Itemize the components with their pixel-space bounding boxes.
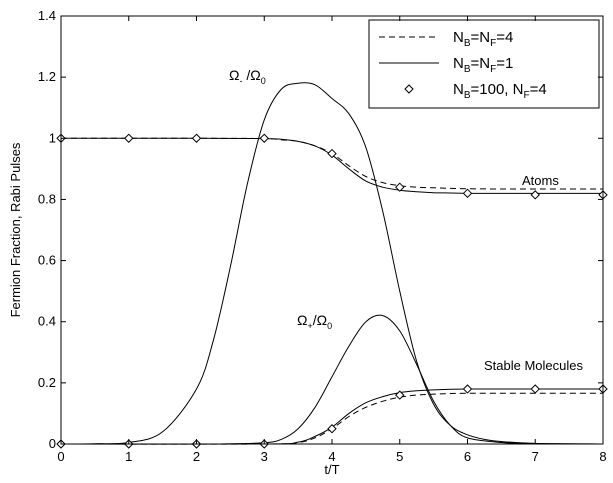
x-axis-label: t/T bbox=[324, 462, 339, 477]
omega-minus-label-part: 0 bbox=[261, 76, 266, 86]
series-0-line bbox=[60, 82, 604, 445]
y-tick-label: 0.8 bbox=[38, 191, 56, 206]
legend-entry-part: B bbox=[464, 38, 471, 49]
legend-entry-part: =100, N bbox=[471, 81, 524, 98]
x-tick-label: 7 bbox=[532, 449, 539, 464]
omega-plus-label-part: 0 bbox=[327, 321, 332, 331]
series-5-line bbox=[60, 388, 603, 445]
legend-entry-part: N bbox=[453, 29, 464, 46]
omega-minus-label-part: - bbox=[239, 76, 242, 86]
series-6-marker bbox=[462, 188, 473, 199]
legend-entry-part: =1 bbox=[496, 55, 513, 72]
omega-plus-label: Ω+/Ω0 bbox=[297, 312, 332, 331]
legend-entry-part: F bbox=[523, 90, 529, 101]
x-tick-label: 4 bbox=[328, 449, 335, 464]
legend-entry: NB=NF=1 bbox=[453, 55, 513, 75]
legend-entry-part: B bbox=[464, 90, 471, 101]
x-tick-label: 0 bbox=[57, 449, 64, 464]
y-axis-label: Fermion Fraction, Rabi Pulses bbox=[8, 142, 23, 317]
series-layer bbox=[56, 82, 608, 449]
legend-entry-part: N bbox=[453, 55, 464, 72]
series-6-marker bbox=[530, 190, 540, 200]
x-tick-label: 1 bbox=[125, 449, 132, 464]
y-tick-label: 0.4 bbox=[38, 314, 56, 329]
y-tick-label: 0.6 bbox=[38, 253, 56, 268]
legend-frame bbox=[368, 19, 600, 109]
legend-entry-part: =N bbox=[471, 55, 491, 72]
atoms-label: Atoms bbox=[522, 173, 559, 188]
axes: 0 1 2 3 4 5 6 7 8 0 0.2 0.4 0.6 0.8 1 1.2 1.4 t/T Fermion … bbox=[8, 8, 607, 477]
omega-plus-label-part: Ω bbox=[297, 312, 307, 328]
series-7-marker bbox=[327, 424, 337, 434]
stable-molecules-label: Stable Molecules bbox=[484, 358, 583, 373]
y-tick-label: 0.2 bbox=[38, 375, 56, 390]
x-tick-label: 5 bbox=[396, 449, 403, 464]
legend-entry: NB=100, NF=4 bbox=[453, 81, 547, 101]
series-7-marker bbox=[395, 390, 405, 400]
series-6-marker bbox=[395, 182, 405, 192]
y-tick-label: 1.2 bbox=[38, 69, 56, 84]
legend-entry-part: F bbox=[490, 38, 496, 49]
x-tick-label: 6 bbox=[464, 449, 471, 464]
series-6-marker bbox=[124, 133, 134, 143]
legend-entry-part: =4 bbox=[530, 81, 547, 98]
legend-entry-part: =4 bbox=[496, 29, 513, 46]
legend-entry: NB=NF=4 bbox=[453, 29, 513, 49]
omega-plus-label-part: + bbox=[307, 321, 312, 331]
legend-entry-part: B bbox=[464, 64, 471, 75]
series-6-marker bbox=[327, 148, 337, 159]
legend-entry-part: N bbox=[453, 81, 464, 98]
y-tick-label: 1 bbox=[49, 130, 56, 145]
x-tick-label: 8 bbox=[599, 449, 606, 464]
series-7-marker bbox=[530, 384, 540, 394]
legend-entry-part: F bbox=[490, 64, 496, 75]
x-tick-label: 2 bbox=[193, 449, 200, 464]
legend-entry-part: =N bbox=[471, 29, 491, 46]
x-tick-label: 3 bbox=[261, 449, 268, 464]
series-1-line bbox=[60, 314, 604, 445]
legend: NB=NF=4NB=NF=1NB=100, NF=4 bbox=[368, 19, 600, 109]
omega-minus-label-part: Ω bbox=[229, 67, 239, 83]
omega-minus-label-part: /Ω bbox=[242, 67, 260, 83]
series-7-marker bbox=[462, 384, 473, 394]
legend-marker bbox=[404, 84, 414, 94]
series-4-line bbox=[60, 392, 603, 445]
series-6-marker bbox=[259, 133, 269, 143]
omega-minus-label: Ω- /Ω0 bbox=[229, 67, 266, 86]
omega-plus-label-part: /Ω bbox=[313, 312, 327, 328]
y-tick-label: 1.4 bbox=[38, 8, 56, 23]
series-6-marker bbox=[191, 133, 202, 143]
y-tick-label: 0 bbox=[49, 436, 56, 451]
